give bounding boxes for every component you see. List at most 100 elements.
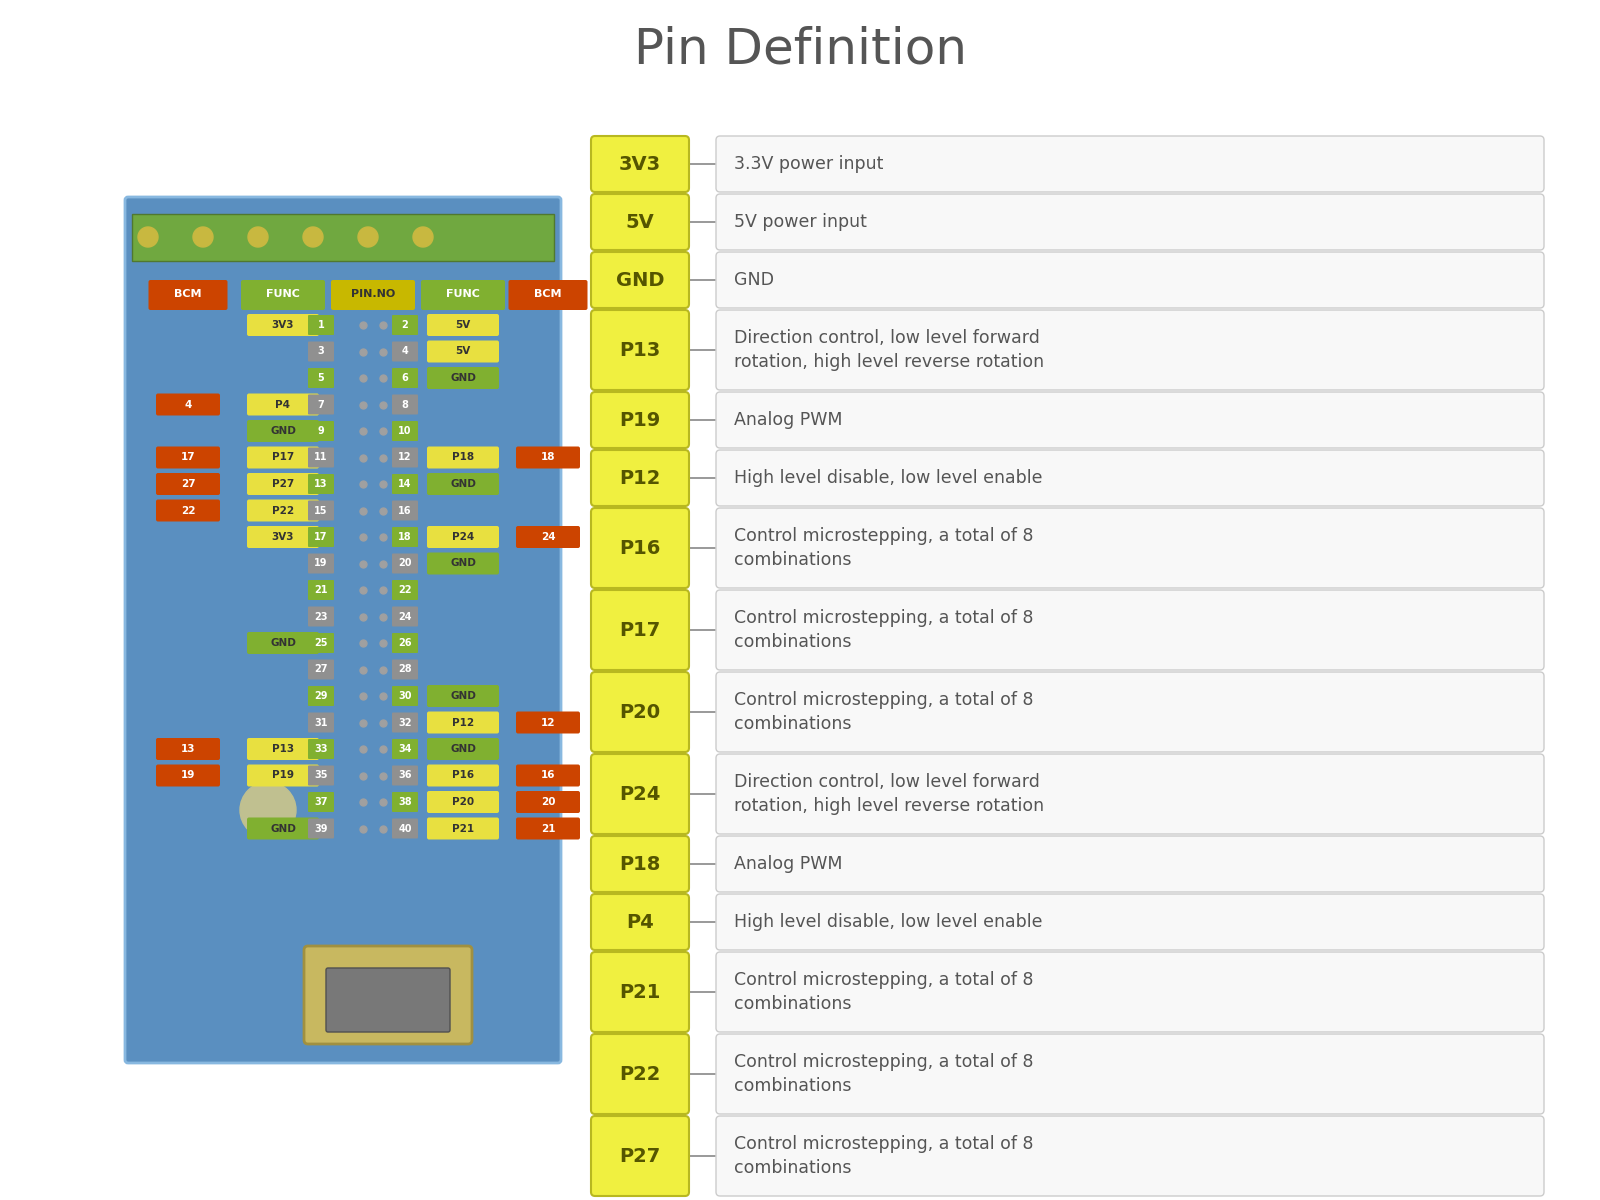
FancyBboxPatch shape [427, 314, 499, 336]
Text: P13: P13 [272, 744, 294, 754]
Text: P12: P12 [451, 718, 474, 727]
FancyBboxPatch shape [307, 792, 334, 812]
FancyBboxPatch shape [590, 952, 690, 1032]
Text: 10: 10 [398, 426, 411, 436]
Text: 5V: 5V [626, 212, 654, 232]
FancyBboxPatch shape [427, 791, 499, 814]
FancyBboxPatch shape [157, 473, 221, 494]
Text: 5V power input: 5V power input [734, 214, 867, 230]
Text: 28: 28 [398, 665, 411, 674]
Text: Control microstepping, a total of 8
combinations: Control microstepping, a total of 8 comb… [734, 691, 1034, 733]
FancyBboxPatch shape [717, 508, 1544, 588]
FancyBboxPatch shape [307, 474, 334, 494]
Text: P16: P16 [619, 539, 661, 558]
Text: 1: 1 [318, 320, 325, 330]
FancyBboxPatch shape [392, 395, 418, 414]
Text: P20: P20 [451, 797, 474, 806]
FancyBboxPatch shape [392, 448, 418, 468]
Text: P18: P18 [619, 854, 661, 874]
Text: 4: 4 [184, 400, 192, 409]
Text: 9: 9 [318, 426, 325, 436]
FancyBboxPatch shape [307, 634, 334, 653]
Text: 25: 25 [314, 638, 328, 648]
Circle shape [138, 227, 158, 247]
Text: 22: 22 [398, 584, 411, 595]
FancyBboxPatch shape [157, 764, 221, 786]
Text: P17: P17 [619, 620, 661, 640]
FancyBboxPatch shape [392, 792, 418, 812]
Text: GND: GND [450, 373, 475, 383]
Text: Control microstepping, a total of 8
combinations: Control microstepping, a total of 8 comb… [734, 608, 1034, 652]
Text: 6: 6 [402, 373, 408, 383]
FancyBboxPatch shape [307, 739, 334, 758]
FancyBboxPatch shape [392, 342, 418, 361]
FancyBboxPatch shape [392, 713, 418, 732]
Text: 26: 26 [398, 638, 411, 648]
FancyBboxPatch shape [392, 660, 418, 679]
FancyBboxPatch shape [427, 712, 499, 733]
Text: Control microstepping, a total of 8
combinations: Control microstepping, a total of 8 comb… [734, 527, 1034, 569]
Text: Analog PWM: Analog PWM [734, 854, 843, 874]
FancyBboxPatch shape [157, 446, 221, 468]
Text: 39: 39 [314, 823, 328, 834]
FancyBboxPatch shape [392, 421, 418, 440]
Text: P22: P22 [619, 1064, 661, 1084]
FancyBboxPatch shape [717, 836, 1544, 892]
Text: 12: 12 [541, 718, 555, 727]
FancyBboxPatch shape [590, 836, 690, 892]
Text: 22: 22 [181, 505, 195, 516]
FancyBboxPatch shape [717, 252, 1544, 308]
Text: PIN.NO: PIN.NO [350, 289, 395, 299]
FancyBboxPatch shape [590, 136, 690, 192]
Text: P24: P24 [451, 532, 474, 542]
FancyBboxPatch shape [157, 394, 221, 415]
FancyBboxPatch shape [590, 1034, 690, 1114]
FancyBboxPatch shape [515, 446, 579, 468]
FancyBboxPatch shape [242, 280, 325, 310]
Text: P12: P12 [619, 468, 661, 487]
Text: GND: GND [270, 426, 296, 436]
FancyBboxPatch shape [125, 197, 562, 1063]
Text: 37: 37 [314, 797, 328, 806]
FancyBboxPatch shape [246, 446, 318, 468]
Text: 17: 17 [314, 532, 328, 542]
FancyBboxPatch shape [392, 553, 418, 574]
FancyBboxPatch shape [515, 712, 579, 733]
Text: FUNC: FUNC [446, 289, 480, 299]
Text: Control microstepping, a total of 8
combinations: Control microstepping, a total of 8 comb… [734, 1052, 1034, 1096]
FancyBboxPatch shape [307, 713, 334, 732]
FancyBboxPatch shape [307, 553, 334, 574]
FancyBboxPatch shape [392, 580, 418, 600]
Text: Control microstepping, a total of 8
combinations: Control microstepping, a total of 8 comb… [734, 971, 1034, 1013]
FancyBboxPatch shape [717, 1034, 1544, 1114]
FancyBboxPatch shape [307, 766, 334, 786]
FancyBboxPatch shape [307, 314, 334, 335]
Text: Analog PWM: Analog PWM [734, 410, 843, 428]
FancyBboxPatch shape [590, 754, 690, 834]
Text: 30: 30 [398, 691, 411, 701]
FancyBboxPatch shape [427, 526, 499, 548]
FancyBboxPatch shape [427, 341, 499, 362]
Text: GND: GND [450, 479, 475, 490]
FancyBboxPatch shape [307, 395, 334, 414]
FancyBboxPatch shape [246, 499, 318, 522]
FancyBboxPatch shape [590, 252, 690, 308]
Text: 7: 7 [318, 400, 325, 409]
Text: P16: P16 [451, 770, 474, 780]
Text: P27: P27 [619, 1146, 661, 1165]
Text: 12: 12 [398, 452, 411, 462]
FancyBboxPatch shape [421, 280, 506, 310]
Text: 32: 32 [398, 718, 411, 727]
FancyBboxPatch shape [392, 686, 418, 706]
FancyBboxPatch shape [307, 606, 334, 626]
Text: 35: 35 [314, 770, 328, 780]
Text: FUNC: FUNC [266, 289, 299, 299]
FancyBboxPatch shape [307, 500, 334, 521]
Text: P4: P4 [275, 400, 291, 409]
Text: 3V3: 3V3 [272, 532, 294, 542]
Text: 3V3: 3V3 [619, 155, 661, 174]
FancyBboxPatch shape [427, 817, 499, 840]
FancyBboxPatch shape [307, 818, 334, 839]
Text: 24: 24 [398, 612, 411, 622]
FancyBboxPatch shape [307, 580, 334, 600]
